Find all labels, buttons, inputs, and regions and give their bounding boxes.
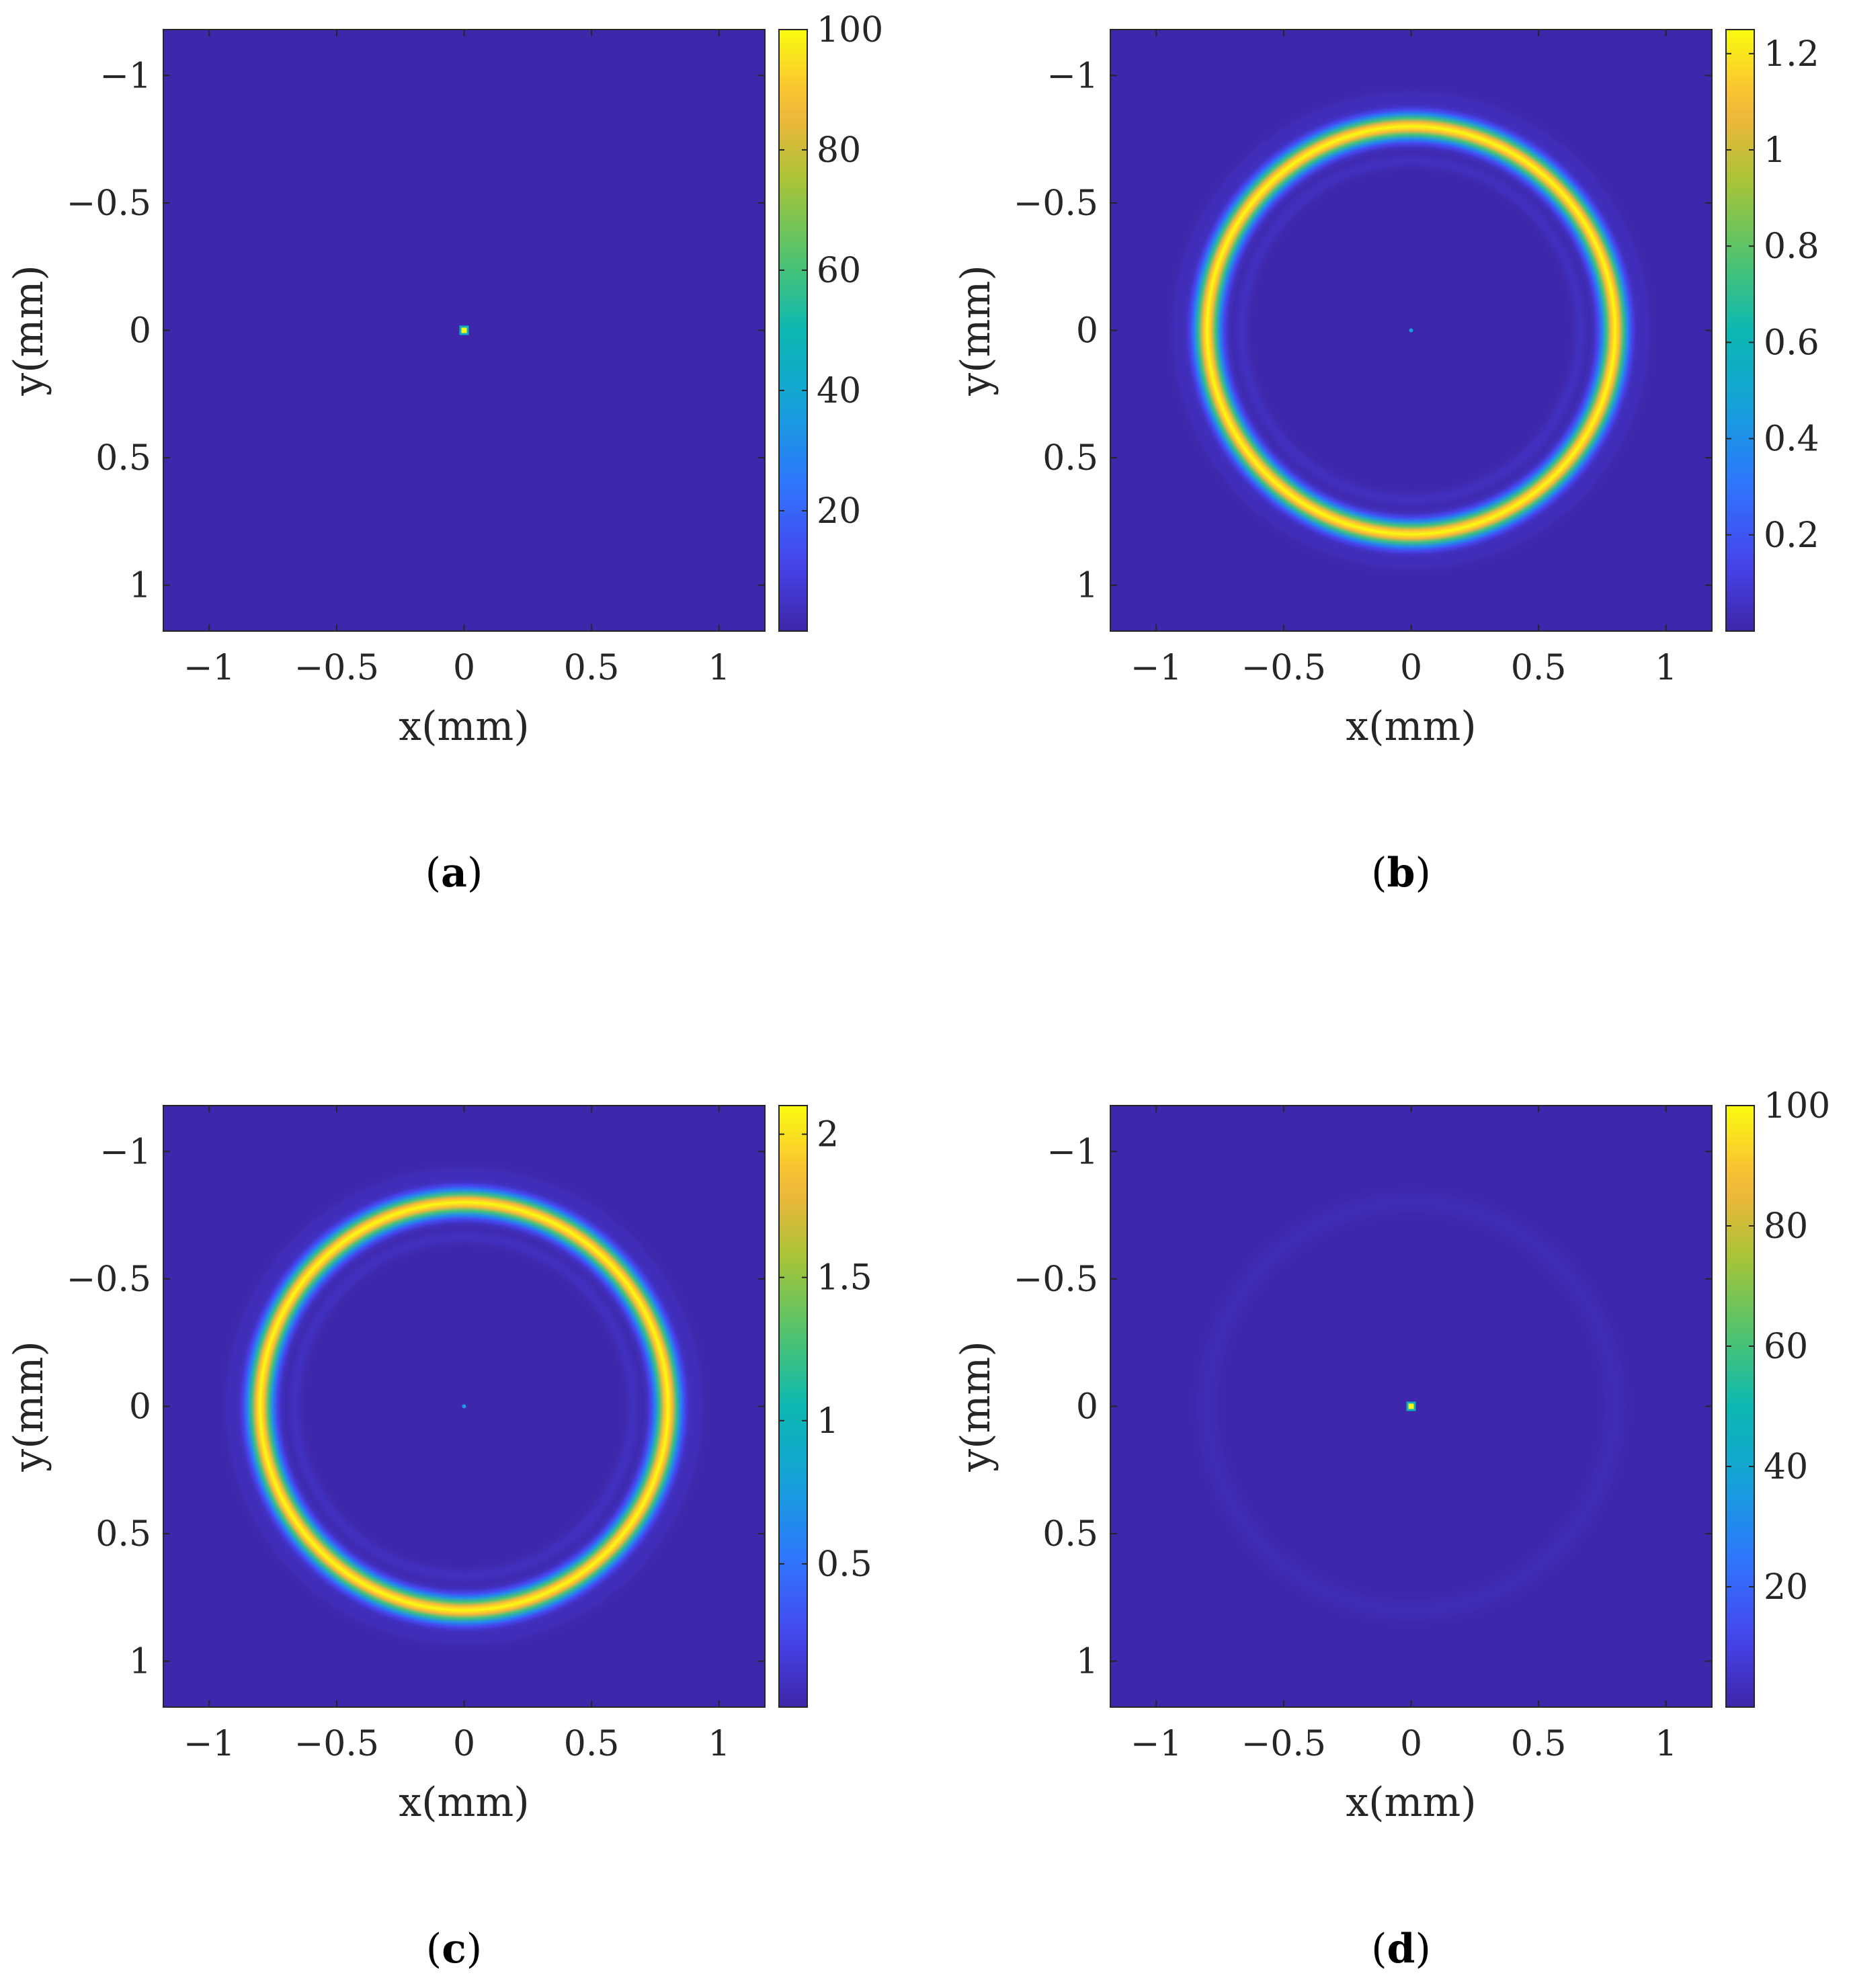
panel-d: −1 −0.5 0 0.5 1 −1 −0.5 0 0.5 1 x(mm) y(mm) 20 40 60 80… <box>952 1086 1830 1973</box>
colorbar-tick-label: 20 <box>1764 1567 1808 1608</box>
y-tick-label: 0.5 <box>1042 438 1098 479</box>
x-tick-label: −0.5 <box>294 648 379 688</box>
x-tick-label: −1 <box>183 1724 235 1764</box>
y-axis-label: y(mm) <box>952 1341 999 1473</box>
y-tick-label: 1 <box>129 566 151 606</box>
colorbar-tick-label: 40 <box>817 371 861 411</box>
x-tick-label: −1 <box>183 648 235 688</box>
colorbar <box>1725 29 1755 632</box>
y-tick-label: 1 <box>129 1642 151 1682</box>
x-axis-label: x(mm) <box>1346 703 1476 750</box>
y-tick-label: 0.5 <box>1042 1514 1098 1555</box>
y-tick-label: 0.5 <box>95 438 151 479</box>
x-tick-label: 1 <box>1655 648 1677 688</box>
y-tick-label: −0.5 <box>1014 183 1098 224</box>
center-spot <box>462 1404 466 1409</box>
colorbar-tick-label: 60 <box>817 251 861 291</box>
y-axis-label: y(mm) <box>952 265 999 397</box>
x-tick-label: 0.5 <box>564 1724 620 1764</box>
y-tick-label: −0.5 <box>1014 1259 1098 1300</box>
x-axis-label: x(mm) <box>1346 1779 1476 1826</box>
x-tick-label: 0 <box>453 1724 475 1764</box>
panel-a: −1 −0.5 0 0.5 1 −1 −0.5 0 0.5 1 x(mm) y(mm) 20 40 60 80… <box>5 10 883 897</box>
x-tick-label: 1 <box>708 1724 730 1764</box>
colorbar-tick-label: 60 <box>1764 1327 1808 1367</box>
y-tick-label: 1 <box>1076 566 1098 606</box>
colorbar-tick-label: 0.2 <box>1764 515 1819 556</box>
y-tick-label: −1 <box>1046 56 1098 96</box>
x-tick-label: 0 <box>453 648 475 688</box>
panel-caption: (a) <box>425 850 483 897</box>
y-tick-label: 1 <box>1076 1642 1098 1682</box>
y-tick-label: −1 <box>1046 1132 1098 1172</box>
x-tick-label: −0.5 <box>294 1724 379 1764</box>
x-tick-label: 1 <box>1655 1724 1677 1764</box>
colorbar <box>778 29 808 632</box>
y-tick-label: 0 <box>1076 1387 1098 1427</box>
y-tick-label: 0 <box>129 311 151 351</box>
colorbar-tick-label: 40 <box>1764 1447 1808 1487</box>
center-spot-peak <box>461 327 467 333</box>
colorbar-tick-label: 0.4 <box>1764 419 1819 460</box>
colorbar-tick-label: 100 <box>1764 1086 1830 1126</box>
x-tick-label: 0 <box>1400 648 1422 688</box>
colorbar-tick-label: 20 <box>817 491 861 532</box>
colorbar-tick-label: 1.2 <box>1764 34 1819 75</box>
colorbar-tick-label: 1.5 <box>817 1258 872 1298</box>
panel-caption: (c) <box>426 1925 482 1973</box>
colorbar-tick-label: 0.8 <box>1764 226 1819 267</box>
y-tick-label: 0.5 <box>95 1514 151 1555</box>
y-tick-label: 0 <box>129 1387 151 1427</box>
y-axis-label: y(mm) <box>5 1341 52 1473</box>
x-axis-label: x(mm) <box>399 1779 529 1826</box>
x-tick-label: −0.5 <box>1241 648 1326 688</box>
panel-b: −1 −0.5 0 0.5 1 −1 −0.5 0 0.5 1 x(mm) y(mm) 0.2 0.4 0.… <box>952 29 1819 897</box>
y-tick-label: 0 <box>1076 311 1098 351</box>
colorbar-tick-label: 80 <box>1764 1206 1808 1247</box>
x-tick-label: 1 <box>708 648 730 688</box>
y-tick-label: −1 <box>99 56 151 96</box>
colorbar-tick-label: 0.6 <box>1764 323 1819 363</box>
x-tick-label: 0.5 <box>564 648 620 688</box>
colorbar-tick-label: 1 <box>817 1401 839 1442</box>
colorbar <box>1725 1105 1755 1708</box>
y-axis-label: y(mm) <box>5 265 52 397</box>
x-tick-label: 0.5 <box>1511 648 1567 688</box>
center-spot <box>1409 328 1413 333</box>
center-spot-peak <box>1408 1403 1414 1409</box>
y-tick-label: −0.5 <box>67 183 151 224</box>
colorbar <box>778 1105 808 1708</box>
colorbar-tick-label: 1 <box>1764 130 1786 171</box>
panel-caption: (d) <box>1371 1925 1431 1973</box>
colorbar-tick-label: 2 <box>817 1115 839 1155</box>
colorbar-tick-label: 100 <box>817 10 883 50</box>
x-axis-label: x(mm) <box>399 703 529 750</box>
colorbar-tick-label: 80 <box>817 130 861 171</box>
x-tick-label: 0.5 <box>1511 1724 1567 1764</box>
panel-c: −1 −0.5 0 0.5 1 −1 −0.5 0 0.5 1 x(mm) y(mm) 0.5 1 1.5 2… <box>5 1105 872 1973</box>
colorbar-tick-label: 0.5 <box>817 1544 872 1585</box>
x-tick-label: −0.5 <box>1241 1724 1326 1764</box>
x-tick-label: −1 <box>1131 1724 1182 1764</box>
x-tick-label: −1 <box>1131 648 1182 688</box>
y-tick-label: −1 <box>99 1132 151 1172</box>
panel-caption: (b) <box>1371 850 1431 897</box>
x-tick-label: 0 <box>1400 1724 1422 1764</box>
y-tick-label: −0.5 <box>67 1259 151 1300</box>
